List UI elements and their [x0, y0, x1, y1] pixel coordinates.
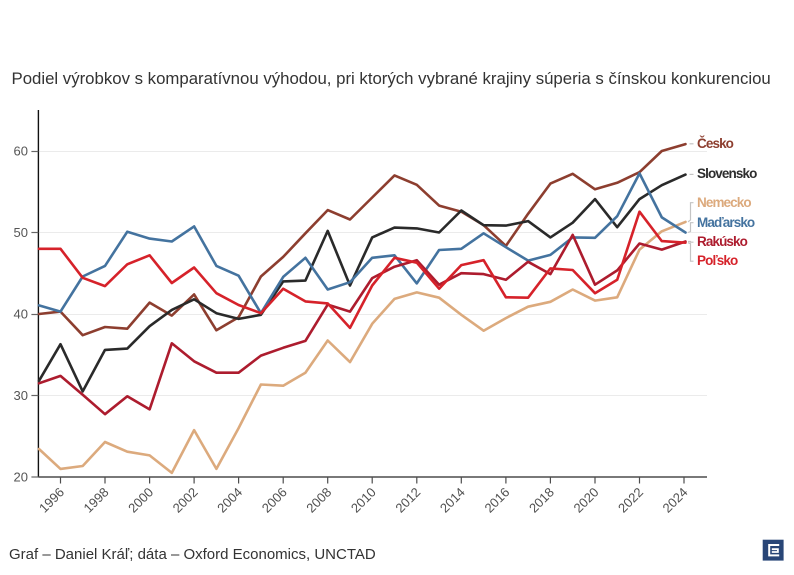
svg-text:2000: 2000	[125, 485, 156, 516]
svg-text:2014: 2014	[437, 485, 468, 516]
svg-text:2004: 2004	[214, 485, 245, 516]
svg-text:60: 60	[14, 144, 28, 159]
svg-text:2012: 2012	[392, 485, 423, 516]
svg-text:2008: 2008	[303, 485, 334, 516]
svg-text:30: 30	[14, 388, 28, 403]
svg-text:1996: 1996	[36, 485, 67, 516]
svg-text:50: 50	[14, 225, 28, 240]
svg-text:40: 40	[14, 307, 28, 322]
svg-text:2018: 2018	[526, 485, 557, 516]
svg-text:2024: 2024	[660, 485, 691, 516]
svg-text:2016: 2016	[481, 485, 512, 516]
svg-text:2002: 2002	[170, 485, 201, 516]
svg-text:2020: 2020	[571, 485, 602, 516]
svg-text:2006: 2006	[259, 485, 290, 516]
svg-text:20: 20	[14, 470, 28, 485]
svg-text:2010: 2010	[348, 485, 379, 516]
svg-text:1998: 1998	[81, 485, 112, 516]
svg-text:2022: 2022	[615, 485, 646, 516]
